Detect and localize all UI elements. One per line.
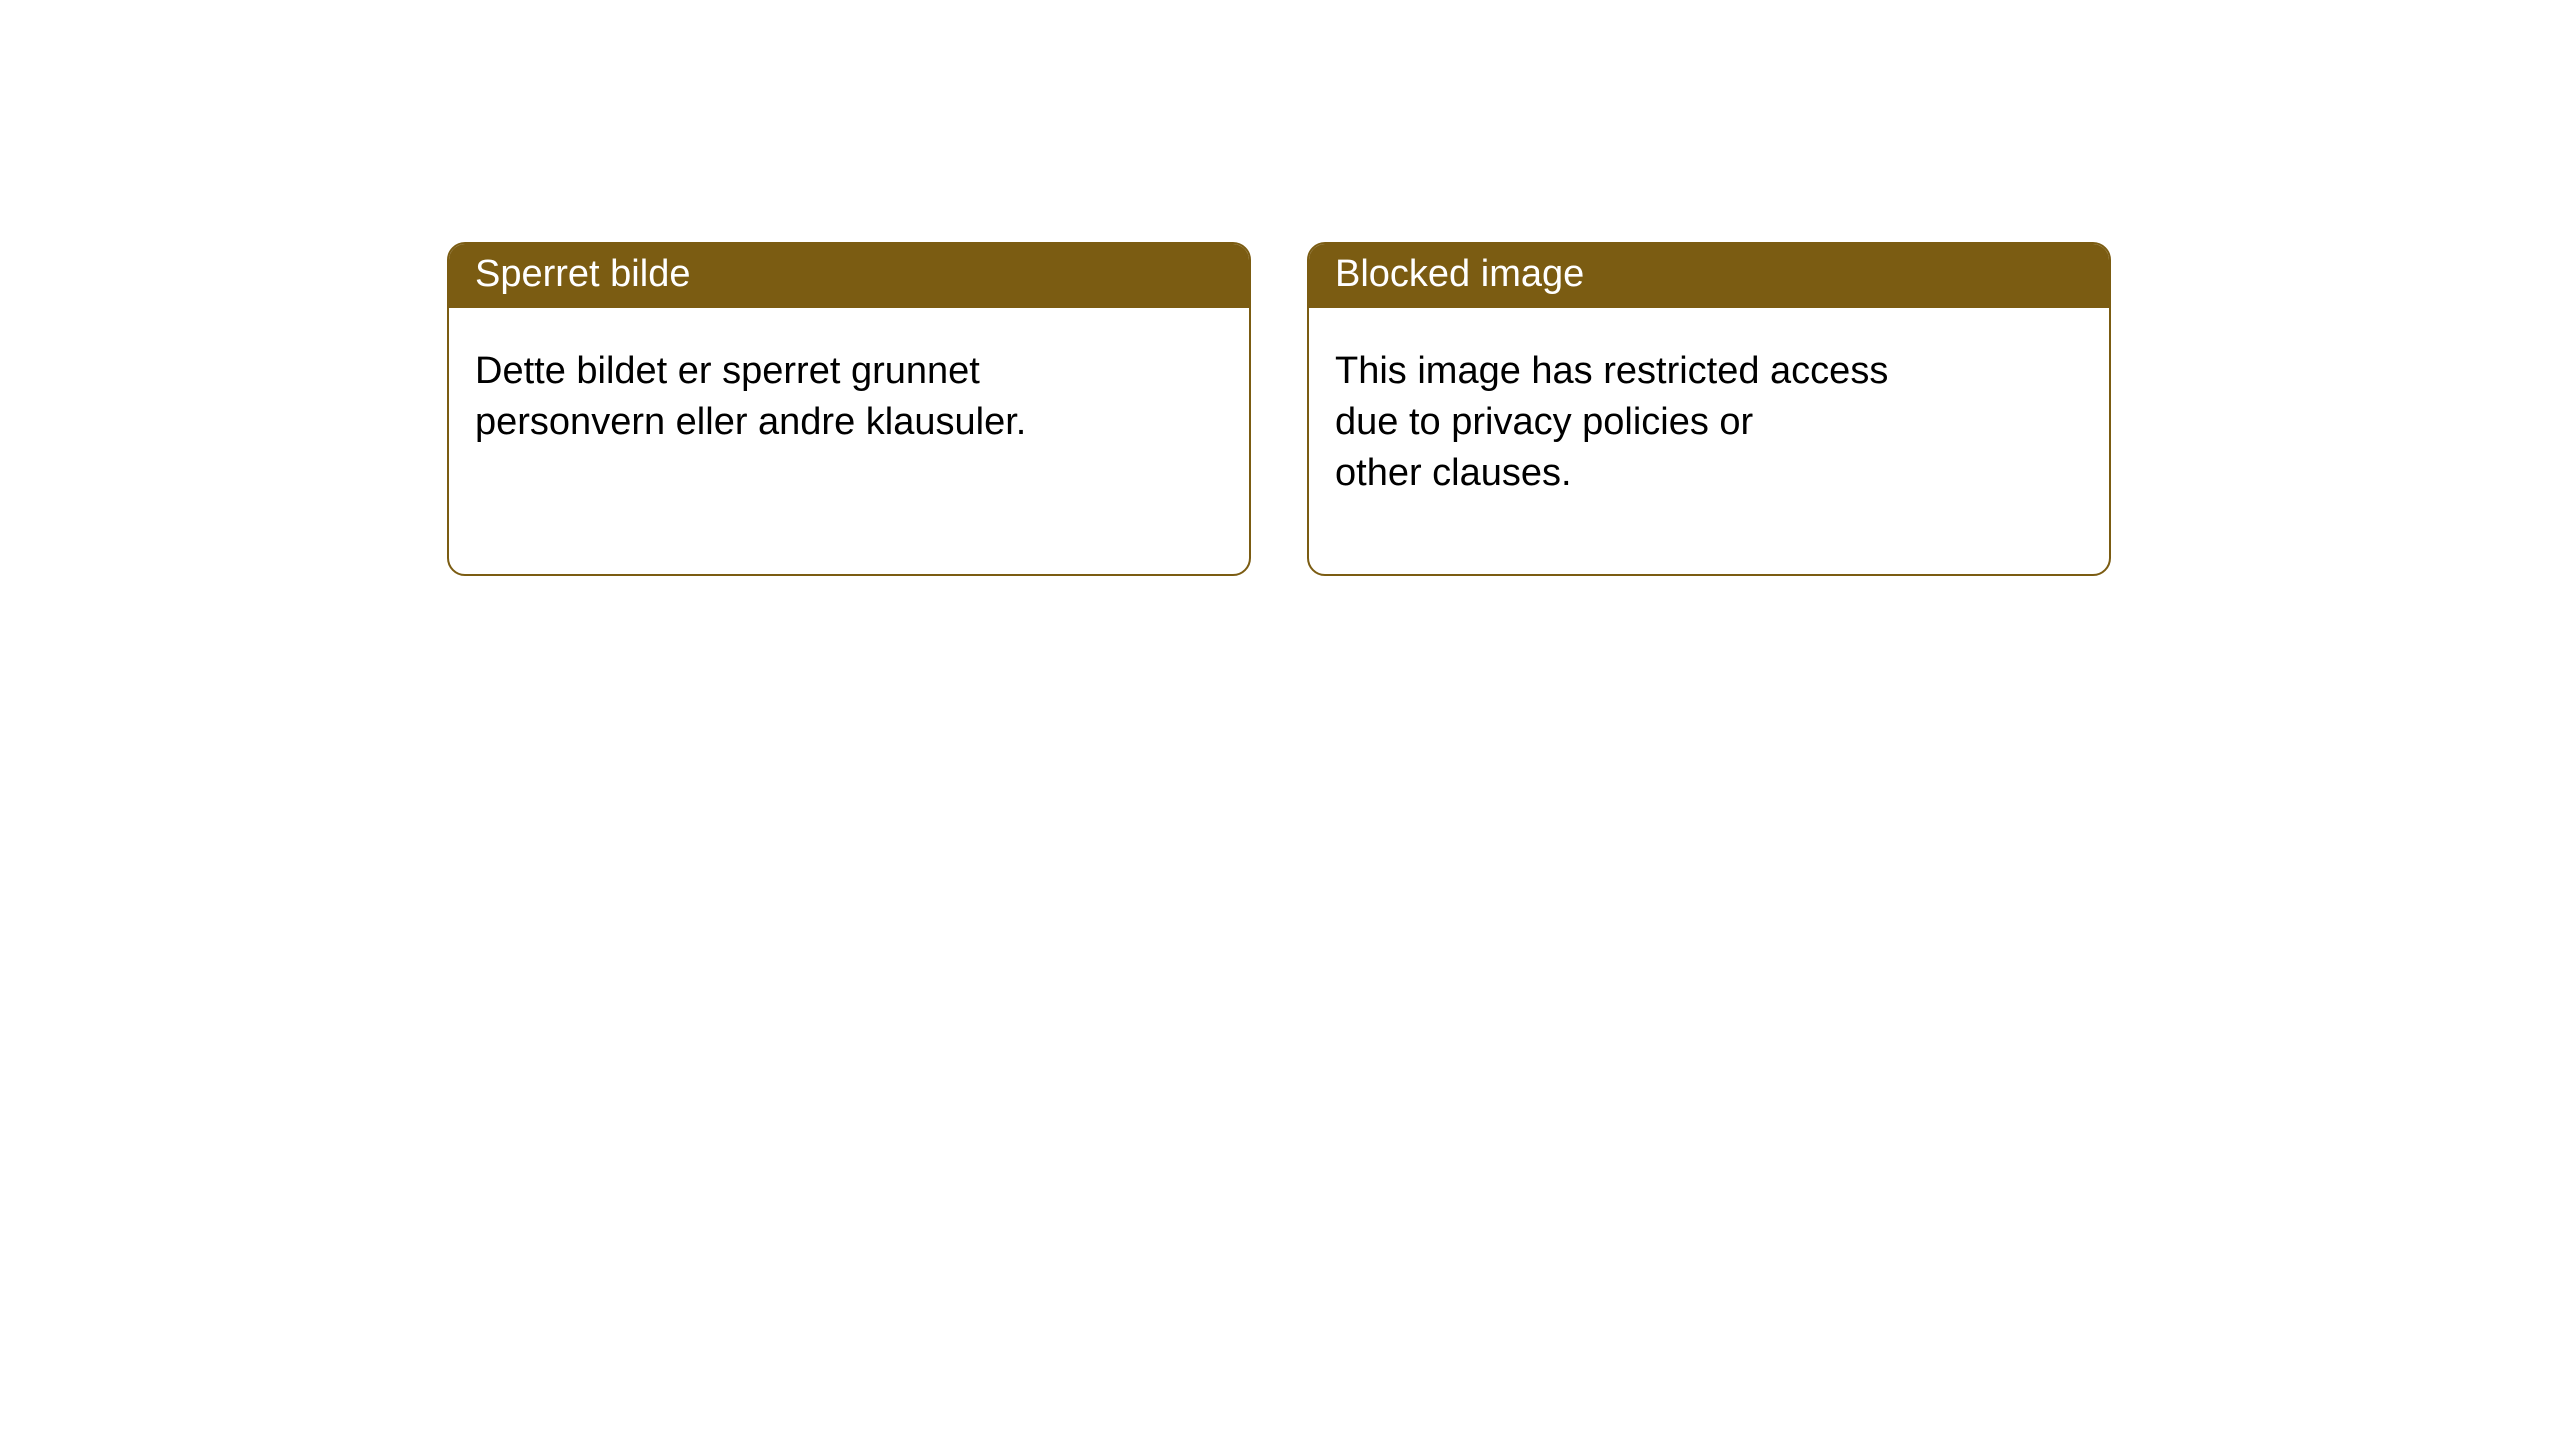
notice-header: Blocked image xyxy=(1309,244,2109,308)
notice-body: This image has restricted access due to … xyxy=(1309,308,2109,526)
notice-body: Dette bildet er sperret grunnet personve… xyxy=(449,308,1249,475)
notice-card-english: Blocked image This image has restricted … xyxy=(1307,242,2111,576)
notice-card-norwegian: Sperret bilde Dette bildet er sperret gr… xyxy=(447,242,1251,576)
notice-header: Sperret bilde xyxy=(449,244,1249,308)
notice-row: Sperret bilde Dette bildet er sperret gr… xyxy=(0,0,2560,1440)
